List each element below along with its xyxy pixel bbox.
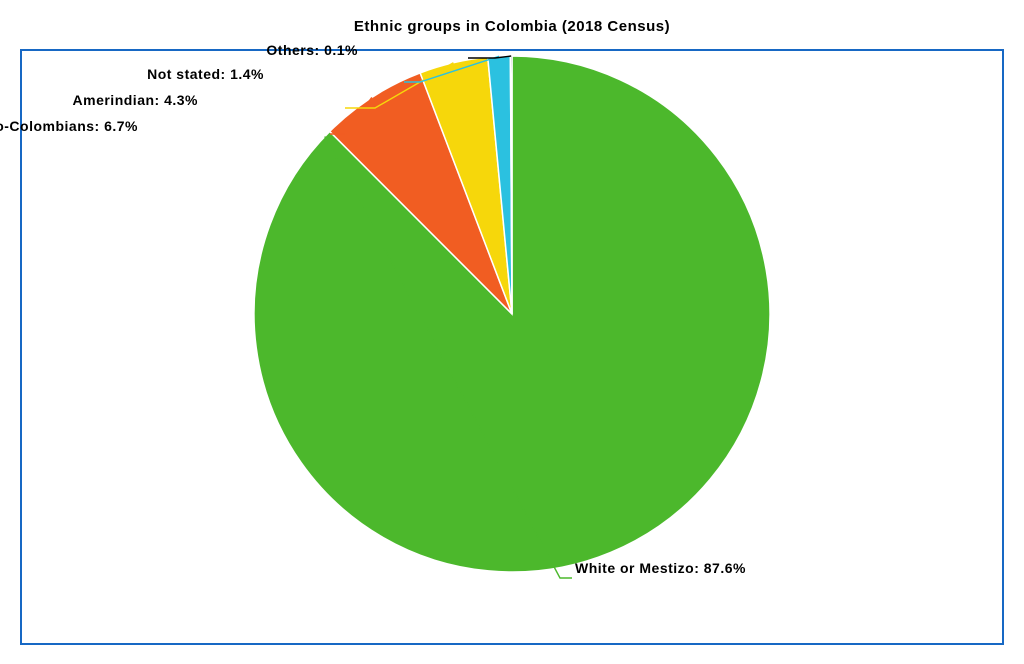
chart-frame: White or Mestizo: 87.6%Afro-Colombians: … [20, 49, 1004, 645]
slice-label: White or Mestizo: 87.6% [575, 560, 746, 576]
chart-title: Ethnic groups in Colombia (2018 Census) [0, 0, 1024, 49]
pie-chart [22, 51, 1006, 647]
slice-label: Not stated: 1.4% [147, 66, 264, 82]
slice-label: Afro-Colombians: 6.7% [0, 118, 138, 134]
slice-label: Others: 0.1% [266, 42, 358, 58]
slice-label: Amerindian: 4.3% [73, 92, 198, 108]
